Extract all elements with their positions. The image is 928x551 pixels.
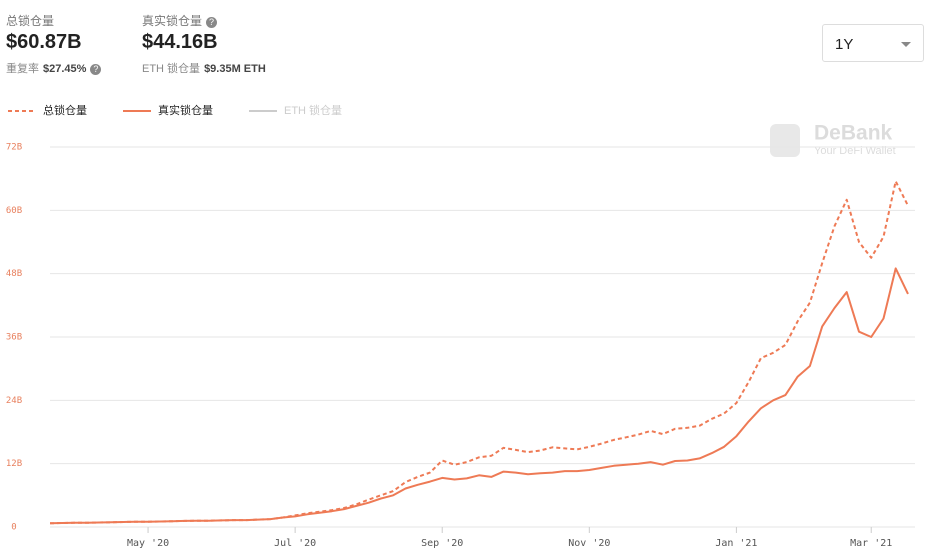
y-tick-label: 36B — [6, 333, 22, 343]
y-tick-label: 72B — [6, 143, 22, 153]
dup: 重复率 $27.45%? — [6, 60, 102, 76]
help-icon[interactable]: ? — [206, 17, 218, 28]
y-tick-label: 0 — [11, 523, 16, 533]
eth-value: $9.35M ETH — [204, 63, 266, 75]
real-label: 真实锁仓量 — [142, 14, 203, 28]
y-tick-label: 12B — [6, 459, 22, 469]
real-value: $44.16B — [142, 31, 218, 53]
real-label-wrap: 真实锁仓量? — [142, 12, 266, 29]
dup-label: 重复率 — [6, 63, 39, 75]
x-tick-label: Mar '21 — [850, 538, 892, 549]
brand-sub: Your DeFi Wallet — [814, 145, 896, 157]
tvl-label: 总锁仓量 — [6, 14, 55, 28]
real-stat: 真实锁仓量? $44.16B ETH 锁仓量 $9.35M ETH — [142, 12, 266, 76]
brand: DeBank — [814, 122, 893, 145]
x-tick-label: Sep '20 — [421, 538, 463, 549]
series-line — [49, 267, 909, 525]
eth-label: ETH 锁仓量 — [142, 63, 201, 75]
range-value: 1Y — [835, 36, 854, 53]
x-tick-label: Jul '20 — [274, 538, 316, 549]
x-tick-label: May '20 — [127, 538, 169, 549]
dup-value: $27.45% — [43, 63, 87, 75]
help-icon[interactable]: ? — [90, 64, 102, 75]
range-select[interactable]: 1Y — [822, 24, 924, 62]
x-tick-label: Jan '21 — [715, 538, 757, 549]
tvl-stat: 总锁仓量 $60.87B 重复率 $27.45%? — [6, 12, 102, 76]
brand-logo — [770, 124, 800, 157]
y-tick-label: 48B — [6, 269, 22, 279]
legend-label: ETH 锁仓量 — [284, 103, 342, 117]
legend-label: 总锁仓量 — [43, 103, 87, 117]
y-tick-label: 60B — [6, 206, 22, 216]
series-line — [49, 180, 909, 525]
y-tick-label: 24B — [6, 396, 22, 406]
eth: ETH 锁仓量 $9.35M ETH — [142, 60, 266, 76]
x-tick-label: Nov '20 — [568, 538, 610, 549]
tvl-value: $60.87B — [6, 31, 82, 53]
legend-label: 真实锁仓量 — [158, 103, 213, 117]
